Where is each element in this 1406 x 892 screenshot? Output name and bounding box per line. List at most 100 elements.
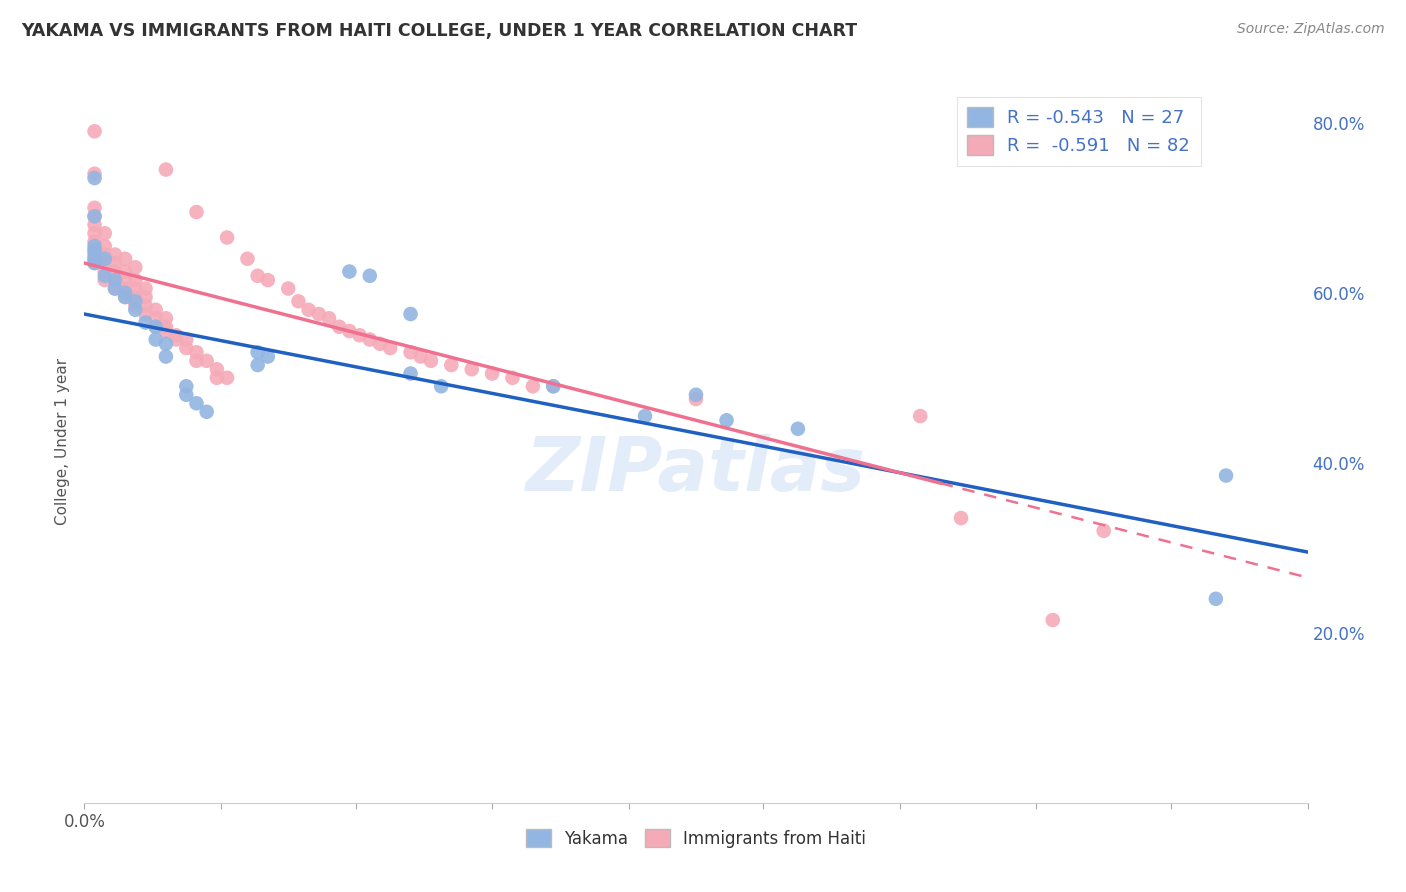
Point [716,413,738,427]
Point [93,239,115,253]
Point [124,260,146,275]
Point [277,281,299,295]
Point [787,422,810,436]
Point [339,264,361,278]
Point [93,247,115,261]
Point [339,324,361,338]
Point [1042,613,1064,627]
Point [83,252,105,266]
Point [104,281,127,295]
Point [124,290,146,304]
Point [93,252,115,266]
Point [145,302,167,317]
Point [104,256,127,270]
Point [83,244,105,258]
Point [502,371,524,385]
Point [114,264,136,278]
Point [368,336,391,351]
Point [124,294,146,309]
Point [124,281,146,295]
Point [217,371,239,385]
Point [83,235,105,249]
Point [145,319,167,334]
Point [104,264,127,278]
Point [155,319,177,334]
Point [420,353,443,368]
Point [399,367,422,381]
Text: Source: ZipAtlas.com: Source: ZipAtlas.com [1237,22,1385,37]
Point [174,388,197,402]
Point [287,294,309,309]
Point [114,290,136,304]
Point [1215,468,1237,483]
Legend: Yakama, Immigrants from Haiti: Yakama, Immigrants from Haiti [517,821,875,856]
Point [236,252,259,266]
Point [174,379,197,393]
Point [83,218,105,232]
Point [104,247,127,261]
Point [543,379,565,393]
Point [83,171,105,186]
Point [104,273,127,287]
Point [174,333,197,347]
Point [83,209,105,223]
Point [246,345,269,359]
Point [83,201,105,215]
Point [685,388,707,402]
Point [145,319,167,334]
Point [399,307,422,321]
Point [257,273,280,287]
Point [83,256,105,270]
Point [186,345,208,359]
Y-axis label: College, Under 1 year: College, Under 1 year [55,358,70,525]
Point [217,230,239,244]
Point [685,392,707,406]
Point [155,350,177,364]
Point [298,302,321,317]
Text: YAKAMA VS IMMIGRANTS FROM HAITI COLLEGE, UNDER 1 YEAR CORRELATION CHART: YAKAMA VS IMMIGRANTS FROM HAITI COLLEGE,… [21,22,858,40]
Point [114,290,136,304]
Point [135,281,157,295]
Point [124,273,146,287]
Point [155,162,177,177]
Point [349,328,371,343]
Point [246,268,269,283]
Point [83,167,105,181]
Point [114,285,136,300]
Point [104,281,127,295]
Point [124,302,146,317]
Point [165,328,187,343]
Point [93,273,115,287]
Point [1205,591,1227,606]
Point [114,252,136,266]
Point [174,341,197,355]
Point [308,307,330,321]
Point [186,353,208,368]
Point [195,405,218,419]
Point [83,124,105,138]
Point [409,350,432,364]
Point [205,362,228,376]
Point [83,247,105,261]
Point [135,316,157,330]
Point [83,256,105,270]
Point [83,252,105,266]
Point [440,358,463,372]
Point [186,205,208,219]
Point [950,511,973,525]
Point [246,358,269,372]
Point [135,290,157,304]
Point [380,341,402,355]
Point [430,379,453,393]
Point [195,353,218,368]
Point [83,239,105,253]
Point [481,367,503,381]
Point [93,268,115,283]
Point [155,336,177,351]
Point [93,256,115,270]
Point [205,371,228,385]
Point [83,244,105,258]
Point [83,209,105,223]
Point [399,345,422,359]
Point [328,319,350,334]
